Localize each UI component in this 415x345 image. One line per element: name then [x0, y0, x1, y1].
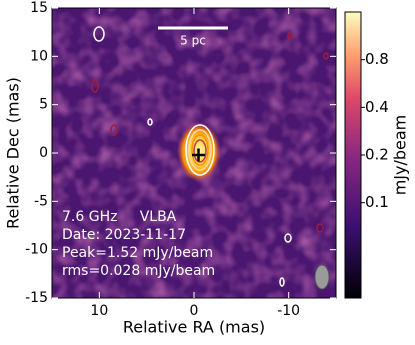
colorbar-tick-label: 0.2 [365, 146, 389, 164]
colorbar-label: mJy/beam [391, 115, 410, 196]
colorbar-tick-label: 0.8 [365, 50, 389, 68]
y-axis-label: Relative Dec (mas) [4, 77, 23, 229]
x-axis-label: Relative RA (mas) [123, 318, 265, 337]
y-tick-label: -5 [34, 193, 48, 209]
colorbar-tick-label: 0.1 [365, 193, 389, 211]
scale-bar-label: 5 pc [180, 34, 206, 48]
annotation: Date: 2023-11-17 [62, 227, 186, 243]
x-tick-label: 10 [90, 303, 108, 319]
image [52, 8, 336, 298]
colorbar-tick-label: 0.4 [365, 98, 389, 116]
y-tick-label: -10 [25, 242, 48, 258]
source-marker [192, 148, 205, 162]
y-tick-label: -15 [25, 290, 48, 306]
y-tick-label: 10 [30, 48, 48, 64]
colorbar [344, 11, 362, 299]
contours [91, 26, 329, 287]
beam [314, 264, 330, 290]
y-tick-label: 15 [30, 0, 48, 16]
annotation: Peak=1.52 mJy/beam [62, 245, 213, 261]
y-tick-label: 0 [39, 145, 48, 161]
annotation: 7.6 GHz VLBA [62, 209, 177, 225]
annotation: rms=0.028 mJy/beam [62, 263, 215, 279]
x-tick-label: 0 [190, 303, 199, 319]
x-tick-label: -10 [277, 303, 300, 319]
y-tick-label: 5 [39, 97, 48, 113]
